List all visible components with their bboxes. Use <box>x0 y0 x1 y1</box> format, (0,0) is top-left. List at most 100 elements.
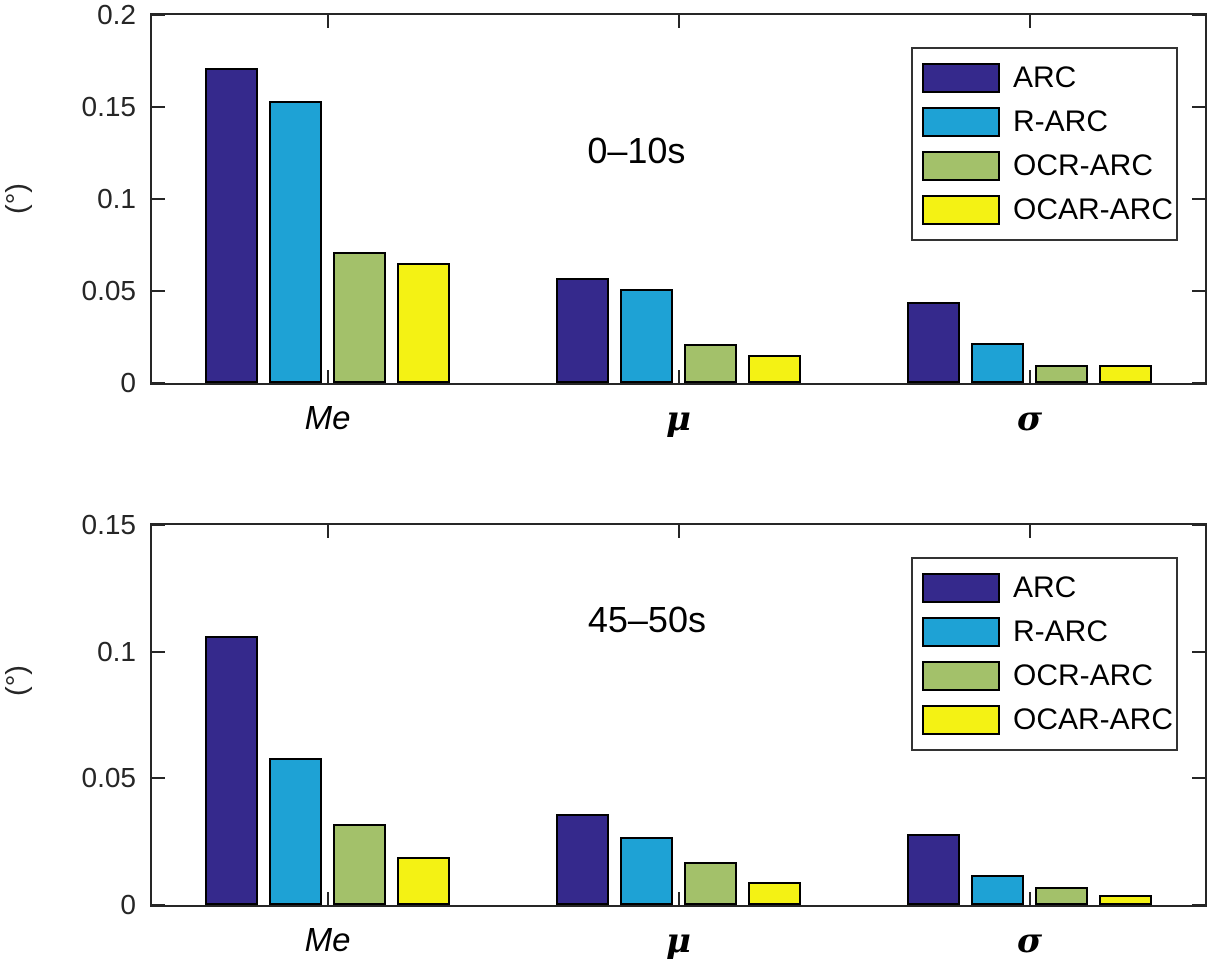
y-tick-label: 0.05 <box>81 275 137 306</box>
x-tick-top <box>677 15 680 28</box>
legend-item: ARC <box>922 56 1176 100</box>
y-tick-right <box>1192 650 1205 653</box>
y-tick-right <box>1192 904 1205 906</box>
x-tick-label: σ <box>1016 399 1043 439</box>
legend-item: OCAR-ARC <box>922 698 1176 742</box>
x-tick-top <box>1028 525 1031 538</box>
x-tick-bottom <box>1028 370 1031 383</box>
legend-item: R-ARC <box>922 100 1176 144</box>
legend-label: ARC <box>1013 571 1077 604</box>
bar-ocr-arc-1 <box>684 862 737 905</box>
bar-ocar-arc-1 <box>748 355 801 383</box>
y-tick-label: 0.2 <box>97 0 136 30</box>
x-tick-label: Me <box>304 399 351 436</box>
x-tick-bottom <box>677 892 680 905</box>
y-tick-right <box>1192 198 1205 200</box>
legend-swatch-ocar-arc <box>922 195 1000 225</box>
y-tick-left <box>152 524 165 526</box>
x-tick-label: σ <box>1016 921 1043 961</box>
bar-arc-0 <box>205 68 258 383</box>
axes-box: 0–10s ARC R-ARC OCR-ARC OCAR-ARC 0 0.05 0.1 0.… <box>82 0 1207 439</box>
y-tick-left <box>152 904 165 906</box>
y-tick-left <box>152 650 165 653</box>
legend-label: OCAR-ARC <box>1013 703 1174 736</box>
bar-ocr-arc-2 <box>1035 887 1088 905</box>
y-tick-left <box>152 290 165 292</box>
legend: ARC R-ARC OCR-ARC OCAR-ARC <box>911 47 1178 241</box>
legend-swatch-r-arc <box>922 107 1000 137</box>
bar-ocar-arc-2 <box>1099 365 1152 383</box>
y-tick-left <box>152 198 165 200</box>
bar-arc-2 <box>907 834 960 905</box>
legend-swatch-ocar-arc <box>922 705 1000 735</box>
x-tick-top <box>677 525 680 538</box>
bar-ocar-arc-0 <box>397 263 450 383</box>
legend-item: ARC <box>922 566 1176 610</box>
bar-ocr-arc-0 <box>333 824 386 905</box>
x-tick-bottom <box>326 370 329 383</box>
x-tick-bottom <box>326 892 329 905</box>
y-axis-label: (°) <box>0 665 33 696</box>
legend: ARC R-ARC OCR-ARC OCAR-ARC <box>911 557 1178 751</box>
bar-ocr-arc-2 <box>1035 365 1088 383</box>
y-tick-label: 0.1 <box>97 635 136 667</box>
y-tick-label: 0 <box>120 367 136 398</box>
legend-label: R-ARC <box>1013 105 1108 138</box>
legend-label: OCR-ARC <box>1013 659 1153 692</box>
legend-label: ARC <box>1013 61 1077 94</box>
y-tick-label: 0 <box>120 889 136 920</box>
legend-swatch-ocr-arc <box>922 661 1000 691</box>
legend-swatch-ocr-arc <box>922 151 1000 181</box>
bar-r-arc-1 <box>620 837 673 905</box>
y-tick-label: 0.15 <box>81 509 137 540</box>
bar-ocar-arc-2 <box>1099 895 1152 905</box>
chart-title: 0–10s <box>587 130 686 172</box>
y-tick-left <box>152 106 165 108</box>
bar-ocar-arc-0 <box>397 857 450 905</box>
x-tick-bottom <box>1028 892 1031 905</box>
legend-label: R-ARC <box>1013 615 1108 648</box>
bar-arc-2 <box>907 302 960 383</box>
legend-swatch-arc <box>922 63 1000 93</box>
chart-title: 45–50s <box>587 599 706 640</box>
bar-ocar-arc-1 <box>748 882 801 905</box>
x-tick-label: μ <box>666 921 691 961</box>
legend-swatch-arc <box>922 573 1000 603</box>
y-tick-right <box>1192 106 1205 108</box>
y-tick-label: 0.15 <box>81 91 137 122</box>
legend-item: OCR-ARC <box>922 144 1176 188</box>
y-tick-right <box>1192 14 1205 16</box>
bar-r-arc-1 <box>620 289 673 383</box>
legend-item: R-ARC <box>922 610 1176 654</box>
y-tick-label: 0.05 <box>81 762 137 794</box>
axes-box: 45–50s ARC R-ARC OCR-ARC OCAR-ARC 0 0.05 0.1 0… <box>82 509 1207 961</box>
bar-arc-1 <box>556 278 609 383</box>
bar-arc-1 <box>556 814 609 905</box>
y-tick-left <box>152 777 165 780</box>
bar-r-arc-0 <box>269 101 322 383</box>
x-tick-bottom <box>677 370 680 383</box>
y-tick-right <box>1192 524 1205 526</box>
bar-arc-0 <box>205 636 258 905</box>
bar-r-arc-2 <box>971 343 1024 383</box>
y-tick-right <box>1192 777 1205 780</box>
bar-ocr-arc-0 <box>333 252 386 383</box>
bar-ocr-arc-1 <box>684 344 737 383</box>
legend-item: OCAR-ARC <box>922 188 1176 232</box>
y-tick-right <box>1192 382 1205 384</box>
bar-r-arc-0 <box>269 758 322 905</box>
x-tick-top <box>1028 15 1031 28</box>
x-tick-label: Me <box>304 921 351 958</box>
bar-r-arc-2 <box>971 875 1024 905</box>
y-axis-label: (°) <box>0 183 33 214</box>
y-tick-label: 0.1 <box>97 183 136 214</box>
y-tick-left <box>152 382 165 384</box>
legend-swatch-r-arc <box>922 617 1000 647</box>
y-tick-right <box>1192 290 1205 292</box>
x-tick-label: μ <box>666 399 691 439</box>
y-tick-left <box>152 14 165 16</box>
x-tick-top <box>326 525 329 538</box>
